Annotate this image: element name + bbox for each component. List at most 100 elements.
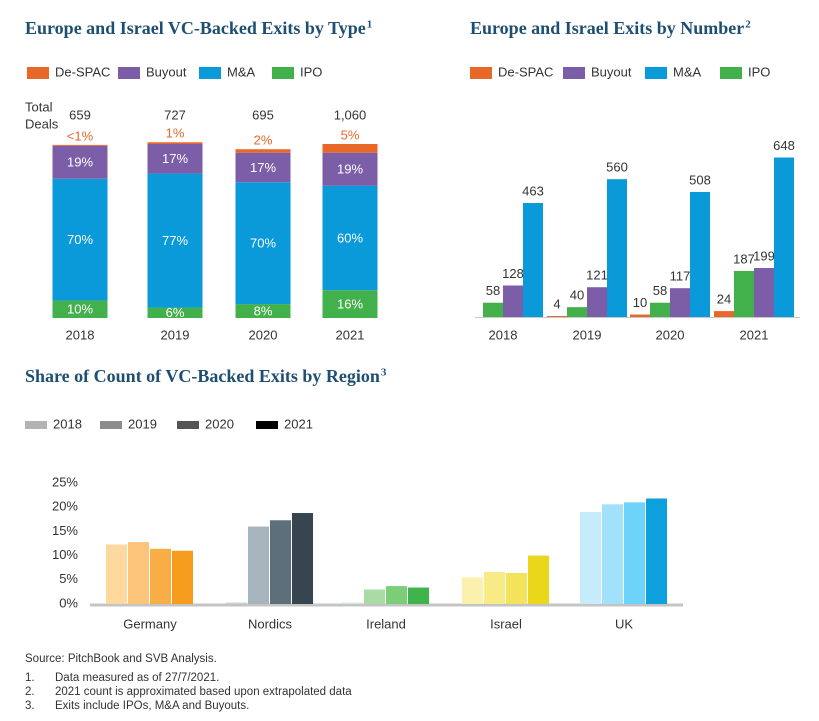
value-label: 463 [522, 183, 544, 198]
bar [150, 548, 171, 604]
bar [484, 572, 505, 604]
bar [754, 268, 774, 317]
bar-segment [235, 182, 291, 305]
bar [734, 270, 754, 317]
bar [580, 512, 601, 604]
legend-label: 2018 [53, 416, 82, 431]
title-note: 1 [367, 19, 373, 31]
value-label: 58 [486, 283, 500, 298]
legend-label: M&A [227, 64, 256, 79]
value-label: 6% [166, 305, 185, 320]
total-value: 1,060 [334, 107, 367, 122]
source: Source: PitchBook and SVB Analysis. [25, 653, 217, 665]
x-tick-label: Germany [123, 616, 177, 631]
bar [650, 302, 670, 317]
x-tick-label: 2021 [336, 327, 365, 342]
bar-segment [235, 304, 291, 318]
bar [342, 602, 363, 604]
bar [670, 288, 690, 317]
legend-label: IPO [748, 64, 770, 79]
y-tick-label: 5% [59, 571, 78, 586]
legend-swatch [645, 67, 667, 79]
legend-swatch [100, 421, 122, 429]
bar-segment [235, 149, 291, 153]
value-label: 17% [250, 160, 276, 175]
x-tick-label: 2021 [740, 327, 769, 342]
legend-label: De-SPAC [55, 64, 110, 79]
totals-label: Total [25, 99, 53, 114]
chart-title: Europe and Israel Exits by Number [470, 18, 744, 38]
y-tick-label: 0% [59, 595, 78, 610]
bar-segment [322, 144, 378, 153]
total-value: 695 [252, 107, 274, 122]
note-number: 1. [25, 672, 35, 684]
bar [714, 311, 734, 317]
value-label: 24 [717, 292, 731, 307]
legend-swatch [199, 67, 221, 79]
bar-segment [322, 185, 378, 291]
legend-swatch [720, 67, 742, 79]
y-tick-label: 25% [52, 474, 78, 489]
value-label: 117 [670, 269, 691, 284]
bar [248, 526, 269, 604]
value-label: 58 [653, 283, 667, 298]
legend-swatch [177, 421, 199, 429]
chart-title: Share of Count of VC-Backed Exits by Reg… [25, 366, 380, 386]
legend-swatch [256, 421, 278, 429]
x-tick-label: UK [615, 616, 633, 631]
bar [624, 502, 645, 604]
bar [408, 587, 429, 604]
bar [607, 179, 627, 317]
value-label: 5% [341, 127, 360, 142]
bar [602, 504, 623, 604]
chart-title: Europe and Israel VC-Backed Exits by Typ… [25, 18, 366, 38]
total-value: 727 [164, 107, 186, 122]
value-label: 648 [773, 138, 795, 153]
bar-segment [147, 142, 203, 144]
x-tick-label: 2018 [66, 327, 95, 342]
y-tick-label: 20% [52, 499, 78, 514]
bar [774, 157, 794, 317]
note-number: 3. [25, 700, 35, 712]
x-tick-label: Ireland [366, 616, 406, 631]
x-tick-label: Israel [490, 616, 522, 631]
legend-label: Buyout [146, 64, 187, 79]
note-number: 2. [25, 686, 35, 698]
bar-segment [147, 173, 203, 308]
bar [172, 550, 193, 604]
value-label: 121 [586, 268, 608, 283]
legend-label: 2021 [284, 416, 313, 431]
total-value: 659 [69, 107, 91, 122]
value-label: 60% [337, 230, 363, 245]
value-label: 187 [733, 251, 755, 266]
note-text: Data measured as of 27/7/2021. [55, 672, 219, 684]
legend-swatch [272, 67, 294, 79]
bar [646, 498, 667, 604]
bar-segment [52, 145, 108, 179]
bar [523, 203, 543, 317]
title-note: 3 [381, 367, 387, 379]
bar [506, 573, 527, 604]
legend-swatch [563, 67, 585, 79]
value-label: 4 [553, 296, 560, 311]
value-label: 10 [633, 295, 647, 310]
value-label: 70% [67, 232, 93, 247]
value-label: 16% [337, 297, 363, 312]
value-label: 508 [689, 172, 711, 187]
bar [270, 520, 291, 604]
x-tick-label: 2019 [161, 327, 190, 342]
value-label: 77% [162, 233, 188, 248]
bar [547, 316, 567, 317]
legend-label: 2020 [205, 416, 234, 431]
bar [128, 542, 149, 604]
x-tick-label: 2020 [249, 327, 278, 342]
legend-label: M&A [673, 64, 702, 79]
bar [567, 307, 587, 317]
legend-swatch [25, 421, 47, 429]
bar-segment [52, 144, 108, 146]
x-tick-label: 2019 [573, 327, 602, 342]
note-text: 2021 count is approximated based upon ex… [55, 686, 352, 698]
x-tick-label: 2018 [489, 327, 518, 342]
legend-swatch [118, 67, 140, 79]
